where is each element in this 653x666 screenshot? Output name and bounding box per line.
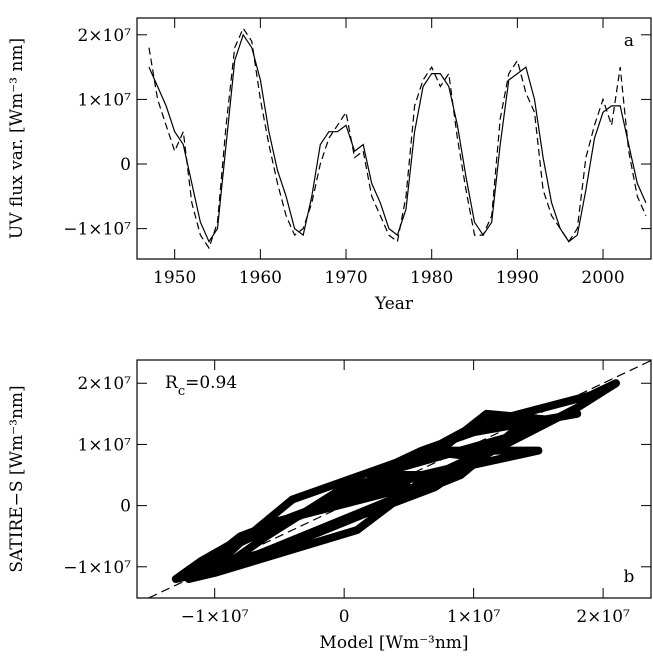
y-tick-label: 2×10⁷ [77, 374, 131, 394]
y-axis-label: SATIRE−S [Wm⁻³nm] [7, 385, 27, 572]
plot-frame [136, 17, 652, 260]
x-tick-label: 1990 [496, 268, 539, 288]
x-tick-label: 1×10⁷ [447, 607, 501, 627]
series-line [148, 33, 647, 243]
panel-label: a [624, 31, 634, 51]
annotation-tail: =0.94 [185, 373, 237, 393]
y-tick-label: 0 [120, 155, 131, 175]
x-axis-label: Model [Wm⁻³nm] [319, 633, 468, 653]
x-tick-label: 1970 [324, 268, 367, 288]
annotation-main: R [165, 373, 179, 393]
x-tick-label: 1950 [153, 268, 196, 288]
y-tick-label: −1×10⁷ [63, 220, 131, 240]
y-axis-label: UV flux var. [Wm⁻³ nm] [7, 38, 27, 239]
y-tick-label: 1×10⁷ [77, 90, 131, 110]
x-axis-label: Year [374, 294, 414, 314]
y-tick-label: 2×10⁷ [77, 26, 131, 46]
y-tick-label: −1×10⁷ [63, 558, 131, 578]
x-tick-label: 2000 [581, 268, 624, 288]
panel-label: b [624, 567, 635, 587]
y-tick-label: 1×10⁷ [77, 435, 131, 455]
y-tick-label: 0 [120, 497, 131, 517]
x-tick-label: 2×10⁷ [576, 607, 630, 627]
x-tick-label: 0 [339, 607, 350, 627]
x-tick-label: 1960 [239, 268, 282, 288]
series-line [148, 27, 647, 250]
x-tick-label: 1980 [410, 268, 453, 288]
x-tick-label: −1×10⁷ [181, 607, 249, 627]
annotation-subscript: c [178, 384, 185, 399]
annotation: Rc=0.94 [165, 373, 237, 399]
plot-frame [136, 359, 652, 599]
scatter-trace [171, 379, 620, 583]
